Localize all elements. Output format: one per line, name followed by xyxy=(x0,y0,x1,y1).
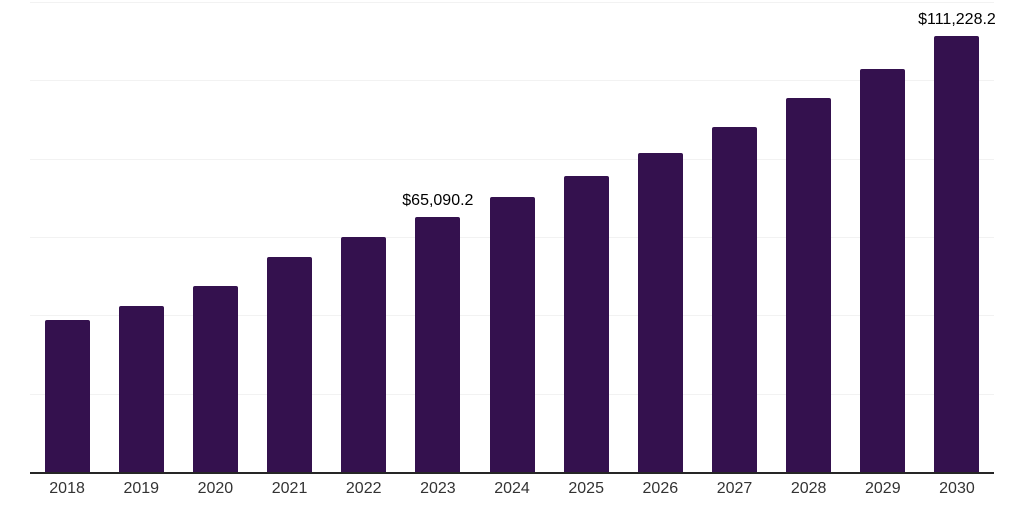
x-tick-label-2021: 2021 xyxy=(271,480,308,497)
x-tick-label-2023: 2023 xyxy=(420,480,456,497)
bar-slot-2025 xyxy=(549,2,623,472)
x-tick-label-2030: 2030 xyxy=(939,480,975,497)
bar-2028 xyxy=(786,98,832,472)
bar-slot-2029 xyxy=(846,2,920,472)
bar-2026 xyxy=(637,152,683,472)
bar-2024 xyxy=(489,197,535,472)
x-tick-label-2019: 2019 xyxy=(123,480,160,497)
bar-2021 xyxy=(267,257,313,472)
x-tick-label-2028: 2028 xyxy=(790,480,827,497)
bar-2019 xyxy=(118,306,164,472)
bar-2020 xyxy=(192,286,238,472)
x-tick-label-2026: 2026 xyxy=(642,480,679,497)
bar-2027 xyxy=(711,127,757,472)
x-tick-label-2025: 2025 xyxy=(568,480,604,497)
bar-slot-2019 xyxy=(104,2,178,472)
bar-2025 xyxy=(563,175,609,472)
x-tick-label-2018: 2018 xyxy=(49,480,85,497)
bar-slot-2024 xyxy=(475,2,549,472)
plot-area: $65,090.2 $111,228.2 xyxy=(30,2,996,474)
bar-slot-2028 xyxy=(772,2,846,472)
data-label-2030: $111,228.2 xyxy=(918,11,996,29)
x-tick-label-2022: 2022 xyxy=(345,480,382,497)
x-tick-label-2020: 2020 xyxy=(197,480,234,497)
data-label-2023: $65,090.2 xyxy=(402,192,474,210)
bar-slot-2026 xyxy=(623,2,697,472)
bar-slot-2030: $111,228.2 xyxy=(918,2,996,472)
bar-slot-2027 xyxy=(697,2,771,472)
x-axis: 2018 2019 2020 2021 2022 2023 2024 2025 2026 2027… xyxy=(30,478,994,500)
bar-2022 xyxy=(341,236,387,472)
x-tick-label-2029: 2029 xyxy=(865,480,901,497)
x-tick-label-2027: 2027 xyxy=(716,480,753,497)
bar-2029 xyxy=(860,68,906,472)
bar-2018 xyxy=(44,320,90,472)
bar-slot-2022 xyxy=(327,2,401,472)
x-tick-label-2024: 2024 xyxy=(494,480,530,497)
bar-slot-2020 xyxy=(178,2,252,472)
bar-2023: $65,090.2 xyxy=(402,192,473,472)
bar-slot-2023: $65,090.2 xyxy=(401,2,475,472)
bar-2030: $111,228.2 xyxy=(918,11,996,472)
bar-slot-2021 xyxy=(252,2,326,472)
bar-slot-2018 xyxy=(30,2,104,472)
